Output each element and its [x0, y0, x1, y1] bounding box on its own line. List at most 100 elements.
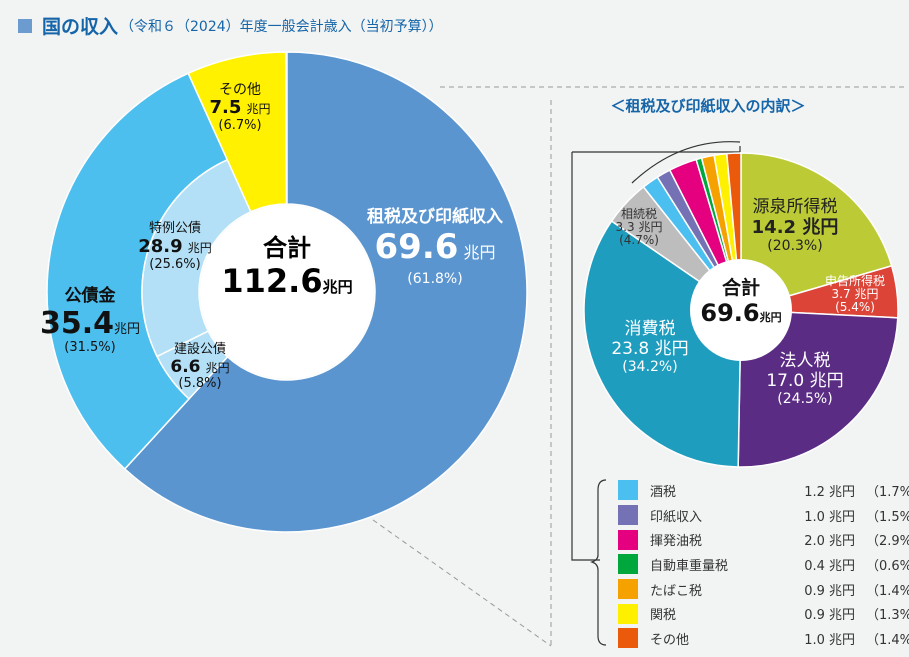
r-total-title: 合計	[721, 277, 760, 299]
legend-name: 印紙収入	[650, 509, 703, 525]
shohi-value: 23.8 兆円	[611, 338, 689, 359]
legend-swatch	[618, 529, 638, 550]
shohi-pct: (34.2%)	[622, 359, 678, 376]
legend-value: 1.2 兆円	[804, 484, 855, 500]
slice-tax-2	[737, 309, 899, 468]
legend-pct: （1.4%）	[865, 583, 909, 599]
tax-name: 租税及び印紙収入	[367, 207, 503, 227]
legend-swatch	[618, 628, 638, 649]
legend-name: 自動車重量税	[650, 558, 729, 574]
tax-value: 69.6	[374, 226, 459, 267]
legend-pct: （0.6%）	[865, 558, 909, 574]
r-total-unit: 兆円	[759, 310, 782, 324]
page-title: 国の収入 （令和６（2024）年度一般会計歳入（当初予算））	[18, 12, 443, 39]
main-total-label: 合計 112.6兆円	[200, 234, 374, 299]
shinkoku-pct: (5.4%)	[835, 300, 875, 315]
right-total-label: 合計 69.6兆円	[691, 277, 791, 327]
sozoku-label: 相続税 3.3 兆円 (4.7%)	[604, 207, 674, 248]
legend-value: 0.9 兆円	[804, 608, 855, 624]
title-main: 国の収入	[42, 16, 119, 38]
legend-pct: （1.7%）	[865, 484, 909, 500]
breakdown-title: ＜租税及び印紙収入の内訳＞	[610, 97, 806, 115]
legend-name: たばこ税	[650, 583, 703, 599]
other-label: その他 7.5 兆円 (6.7%)	[195, 82, 285, 134]
sozoku-value: 3.3 兆円	[615, 220, 663, 235]
minor-tax-legend: 酒税 1.2 兆円 （1.7%） 印紙収入 1.0 兆円 （1.5%） 揮発油税…	[618, 478, 909, 651]
gensen-label: 源泉所得税 14.2 兆円 (20.3%)	[740, 197, 850, 255]
legend-pct: （1.5%）	[865, 509, 909, 525]
r-total-value: 69.6	[700, 298, 760, 327]
legend-item: 自動車重量税 0.4 兆円 （0.6%）	[618, 552, 909, 577]
legend-item: 関税 0.9 兆円 （1.3%）	[618, 601, 909, 626]
bond-name: 公債金	[64, 286, 116, 306]
slice-tax-3	[583, 220, 742, 468]
legend-value: 2.0 兆円	[804, 534, 855, 550]
legend-swatch	[618, 480, 638, 501]
gensen-pct: (20.3%)	[767, 238, 823, 255]
hojin-value: 17.0 兆円	[766, 370, 844, 391]
legend-item: その他 1.0 兆円 （1.4%）	[618, 626, 909, 651]
bond-unit: 兆円	[114, 321, 141, 337]
slice-main-0	[123, 51, 528, 533]
legend-value: 0.9 兆円	[804, 583, 855, 599]
legend-swatch	[618, 603, 638, 624]
legend-item: 揮発油税 2.0 兆円 （2.9%）	[618, 527, 909, 552]
legend-name: 揮発油税	[650, 534, 703, 550]
bond-label: 公債金 35.4兆円 (31.5%)	[30, 286, 150, 356]
constr-unit: 兆円	[205, 360, 230, 375]
other-value: 7.5	[209, 97, 242, 119]
legend-name: その他	[650, 632, 690, 648]
legend-item: 酒税 1.2 兆円 （1.7%）	[618, 478, 909, 503]
legend-value: 1.0 兆円	[804, 509, 855, 525]
construction-bond-label: 建設公債 6.6 兆円 (5.8%)	[150, 342, 250, 392]
legend-pct: （1.4%）	[865, 632, 909, 648]
total-title: 合計	[263, 234, 311, 262]
right-center-hole	[690, 259, 792, 361]
legend-item: たばこ税 0.9 兆円 （1.4%）	[618, 577, 909, 602]
legend-item: 印紙収入 1.0 兆円 （1.5%）	[618, 503, 909, 528]
shinkoku-name: 申告所得税	[824, 274, 885, 288]
sozoku-pct: (4.7%)	[619, 233, 659, 248]
slice-tax-0	[740, 152, 893, 312]
legend-swatch	[618, 505, 638, 526]
slice-inner-1	[141, 158, 253, 358]
legend-name: 関税	[650, 608, 677, 624]
tax-pct: (61.8%)	[407, 270, 463, 287]
gensen-name: 源泉所得税	[752, 197, 838, 217]
tax-label: 租税及び印紙収入 69.6 兆円 (61.8%)	[345, 207, 525, 287]
legend-name: 酒税	[650, 484, 677, 500]
total-unit: 兆円	[322, 277, 353, 296]
other-unit: 兆円	[246, 102, 271, 117]
legend-value: 0.4 兆円	[804, 558, 855, 574]
special-name: 特例公債	[148, 221, 201, 236]
hojin-label: 法人税 17.0 兆円 (24.5%)	[750, 351, 860, 408]
special-bond-label: 特例公債 28.9 兆円 (25.6%)	[125, 221, 225, 273]
legend-value: 1.0 兆円	[804, 632, 855, 648]
hojin-name: 法人税	[779, 351, 831, 371]
bracket-lines	[571, 141, 741, 646]
shohi-name: 消費税	[624, 319, 676, 339]
title-square-icon	[18, 18, 32, 33]
title-sub: （令和６（2024）年度一般会計歳入（当初予算））	[120, 18, 443, 35]
constr-name: 建設公債	[173, 342, 226, 357]
constr-value: 6.6	[170, 356, 201, 377]
main-center-hole	[200, 205, 374, 379]
gensen-value: 14.2 兆円	[751, 216, 839, 238]
hojin-pct: (24.5%)	[777, 391, 833, 408]
shohi-label: 消費税 23.8 兆円 (34.2%)	[595, 319, 705, 376]
other-name: その他	[219, 82, 261, 98]
legend-swatch	[618, 554, 638, 575]
shinkoku-label: 申告所得税 3.7 兆円 (5.4%)	[815, 274, 895, 315]
connector-bottom	[372, 519, 552, 647]
bond-pct: (31.5%)	[64, 340, 116, 356]
legend-swatch	[618, 579, 638, 600]
special-value: 28.9	[138, 235, 183, 257]
sozoku-name: 相続税	[620, 207, 657, 221]
tax-unit: 兆円	[463, 242, 496, 262]
other-pct: (6.7%)	[218, 117, 262, 133]
special-pct: (25.6%)	[149, 256, 201, 272]
shinkoku-value: 3.7 兆円	[831, 287, 879, 302]
constr-pct: (5.8%)	[178, 376, 222, 392]
